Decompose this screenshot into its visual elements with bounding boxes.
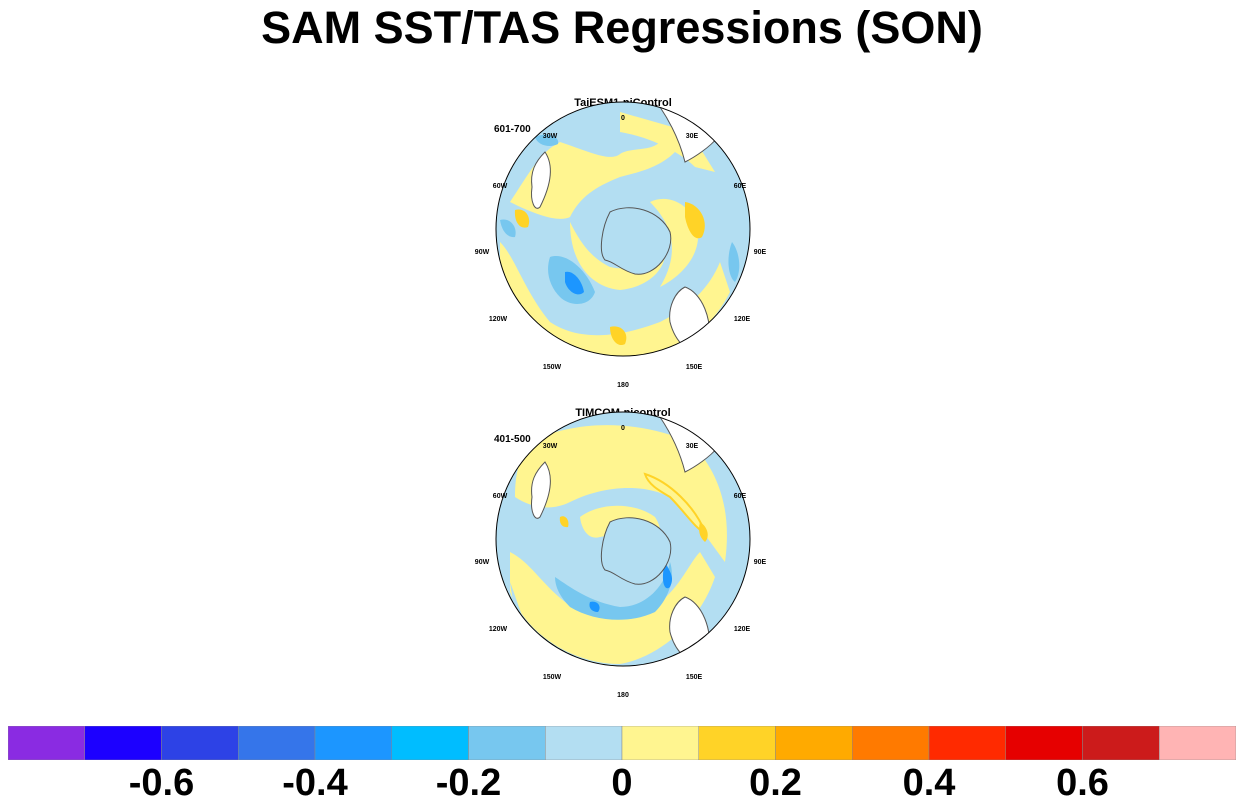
panel-map-2: TIMCOM-picontrol 401-500 0 30E 60E 90E 1… xyxy=(475,407,767,699)
colorbar-box xyxy=(1159,726,1236,760)
lon-label: 120W xyxy=(489,316,508,323)
colorbar-tick-label: 0.4 xyxy=(902,762,956,804)
panel-period: 401-500 xyxy=(494,434,531,445)
lon-label: 180 xyxy=(617,692,629,699)
colorbar-tick-label: -0.4 xyxy=(282,762,348,804)
colorbar-box xyxy=(545,726,623,760)
colorbar-box xyxy=(621,726,699,760)
field-layer xyxy=(496,102,750,356)
colorbar-box xyxy=(1082,726,1160,760)
lon-label: 90W xyxy=(475,559,490,566)
colorbar-labels: -0.6 -0.4 -0.2 0 0.2 0.4 0.6 xyxy=(0,762,1244,807)
colorbar-box xyxy=(391,726,469,760)
lon-label: 60E xyxy=(734,493,747,500)
colorbar-tick-label: -0.6 xyxy=(128,762,195,804)
panel-period: 601-700 xyxy=(494,124,531,135)
lon-label: 120W xyxy=(489,626,508,633)
lon-label: 90E xyxy=(754,249,767,256)
colorbar-box xyxy=(8,726,85,760)
field-layer xyxy=(496,412,750,666)
lon-label: 180 xyxy=(617,382,629,389)
lon-label: 150E xyxy=(686,364,703,371)
lon-label: 0 xyxy=(621,115,625,122)
lon-label: 90W xyxy=(475,249,490,256)
lon-label: 150W xyxy=(543,364,562,371)
figure-title: SAM SST/TAS Regressions (SON) xyxy=(261,2,983,53)
lon-label: 150E xyxy=(686,674,703,681)
colorbar-box xyxy=(161,726,239,760)
lon-label: 90E xyxy=(754,559,767,566)
panel-map-1: TaiESM1-piControl 601-700 0 30E 60E 90E … xyxy=(475,97,767,389)
lon-label: 120E xyxy=(734,626,751,633)
longitude-labels: 0 30E 60E 90E 120E 150E 180 150W 120W 90… xyxy=(475,425,767,699)
colorbar-box xyxy=(238,726,316,760)
lon-label: 120E xyxy=(734,316,751,323)
lon-label: 0 xyxy=(621,425,625,432)
lon-label: 60E xyxy=(734,183,747,190)
longitude-labels: 0 30E 60E 90E 120E 150E 180 150W 120W 90… xyxy=(475,115,767,389)
colorbar-box xyxy=(775,726,853,760)
colorbar-tick-label: 0.6 xyxy=(1056,762,1109,804)
colorbar-tick-label: -0.2 xyxy=(435,762,502,804)
lon-label: 30W xyxy=(543,133,558,140)
lon-label: 30E xyxy=(686,443,699,450)
lon-label: 30E xyxy=(686,133,699,140)
colorbar-box xyxy=(852,726,930,760)
colorbar-tick-label: 0.2 xyxy=(749,762,802,804)
lon-label: 60W xyxy=(493,183,508,190)
colorbar xyxy=(8,726,1236,760)
lon-label: 30W xyxy=(543,443,558,450)
lon-label: 60W xyxy=(493,493,508,500)
colorbar-box xyxy=(314,726,392,760)
lon-label: 150W xyxy=(543,674,562,681)
colorbar-box xyxy=(468,726,546,760)
colorbar-tick-label: 0 xyxy=(611,762,633,804)
colorbar-box xyxy=(1005,726,1083,760)
colorbar-box xyxy=(698,726,776,760)
colorbar-box xyxy=(928,726,1006,760)
colorbar-box xyxy=(84,726,162,760)
